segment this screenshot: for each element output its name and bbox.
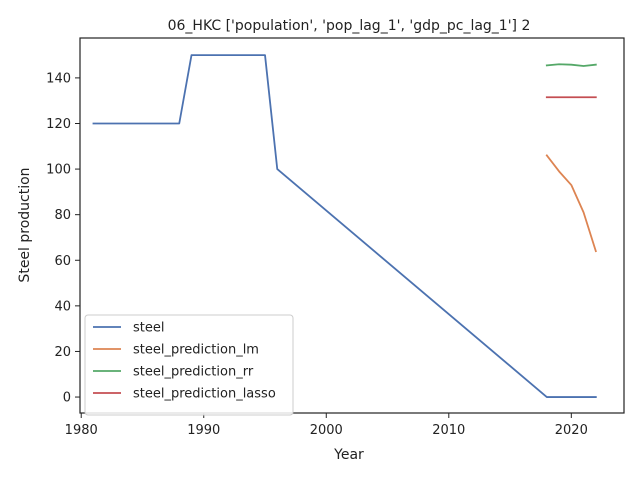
x-axis: 1980 1990 2000 2010 2020: [65, 413, 588, 438]
y-axis: 0 20 40 60 80 100 120 140: [46, 71, 80, 406]
legend-entry: steel: [133, 321, 164, 336]
y-tick-label: 140: [46, 71, 71, 86]
x-tick-label: 1990: [187, 423, 220, 438]
series-layer: [92, 54, 597, 398]
legend-entry: steel_prediction_rr: [133, 365, 254, 380]
y-tick-label: 80: [54, 208, 71, 223]
plot-frame: [79, 37, 625, 414]
series-line-steel_prediction_rr: [545, 63, 597, 67]
chart-title: 06_HKC ['population', 'pop_lag_1', 'gdp_…: [168, 18, 531, 34]
x-tick-label: 2010: [432, 423, 465, 438]
legend: steel steel_prediction_lm steel_prediction…: [84, 314, 294, 416]
legend-box: [84, 314, 294, 416]
x-axis-label: Year: [333, 447, 364, 463]
y-tick-label: 40: [54, 299, 71, 314]
x-tick-label: 2000: [310, 423, 343, 438]
y-axis-label: Steel production: [17, 167, 33, 282]
x-tick-label: 1980: [65, 423, 98, 438]
y-tick-label: 120: [46, 117, 71, 132]
y-tick-label: 0: [63, 391, 71, 406]
legend-entry: steel_prediction_lm: [133, 343, 259, 358]
x-tick-label: 2020: [555, 423, 588, 438]
y-tick-label: 60: [54, 254, 71, 269]
y-tick-label: 100: [46, 163, 71, 178]
series-line-steel_prediction_lm: [545, 154, 597, 253]
series-line-steel: [92, 54, 597, 398]
legend-entry: steel_prediction_lasso: [133, 387, 276, 402]
y-tick-label: 20: [54, 345, 71, 360]
